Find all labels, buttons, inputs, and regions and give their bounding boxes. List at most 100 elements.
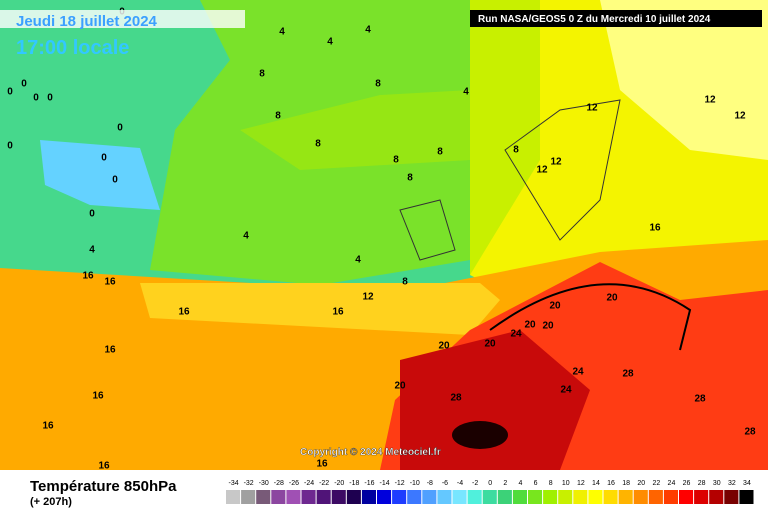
scale-label: -20 [334,480,344,487]
scale-label: 6 [534,480,538,487]
field-lightyellow [600,0,768,160]
scale-swatch [331,490,346,504]
scale-label: 4 [518,480,522,487]
scale-label: -4 [457,480,463,487]
run-info: Run NASA/GEOS5 0 Z du Mercredi 10 juille… [478,14,711,25]
contour-label: 12 [362,292,374,303]
scale-label: 30 [713,480,721,487]
scale-label: -12 [395,480,405,487]
contour-labels: 0000000000444444488888888812121212121216… [7,7,756,472]
scale-swatch [301,490,316,504]
contour-label: 24 [572,367,584,378]
field-lightorange [140,283,500,335]
coastline [399,99,621,261]
scale-swatch [528,490,543,504]
scale-swatch [407,490,422,504]
scale-swatch [482,490,497,504]
contour-label: 4 [327,37,333,48]
scale-swatch [633,490,648,504]
field-black [452,421,508,449]
scale-swatch [361,490,376,504]
contour-label: 16 [316,459,328,470]
contour-label: 28 [450,393,462,404]
contour-label: 0 [117,123,123,134]
scale-label: 10 [562,480,570,487]
scale-swatch [679,490,694,504]
contour-label: 4 [463,87,469,98]
scale-swatch [256,490,271,504]
scale-swatch [392,490,407,504]
contour-label: 28 [744,427,756,438]
contour-label: 16 [82,271,94,282]
scale-swatch [603,490,618,504]
scale-label: 12 [577,480,585,487]
date-bar [0,10,245,28]
contour-label: 0 [7,141,13,152]
scale-label: 34 [743,480,751,487]
contour-label: 8 [375,79,381,90]
contour-label: 16 [104,277,116,288]
field-green-light [240,90,470,170]
contour-label: 12 [536,165,548,176]
scale-swatch [241,490,256,504]
contour-label: 0 [89,209,95,220]
contour-label: 4 [89,245,95,256]
scale-swatch [588,490,603,504]
contour-label: 20 [438,341,450,352]
scale-label: -22 [319,480,329,487]
scale-label: -2 [472,480,478,487]
scale-swatch [648,490,663,504]
contour-label: 28 [694,394,706,405]
contour-label: 4 [243,231,249,242]
scale-swatch [286,490,301,504]
scale-swatch [497,490,512,504]
contour-label: 0 [33,93,39,104]
scale-swatch [377,490,392,504]
footer-title: Température 850hPa [30,478,177,495]
contour-label: 0 [21,79,27,90]
scale-swatch [271,490,286,504]
scale-label: -18 [349,480,359,487]
scale-label: 0 [488,480,492,487]
time: 17:00 locale [16,37,129,59]
scale-label: 28 [698,480,706,487]
scale-swatch [558,490,573,504]
contour-label: 16 [98,461,110,472]
contour-label: 16 [178,307,190,318]
contour-label: 4 [279,27,285,38]
contour-label: 8 [275,111,281,122]
contour-label: 16 [332,307,344,318]
scale-swatch [422,490,437,504]
contour-label: 0 [112,175,118,186]
color-scale: -34 -32 -30 -28 -26 -24 -22 -20 -18 -16 -14 -12 -10-… [226,480,754,504]
contour-label: 24 [560,385,572,396]
scale-label: -10 [410,480,420,487]
scale-swatch [709,490,724,504]
contour-label: 16 [92,391,104,402]
contour-label: 8 [259,69,265,80]
map: 0000000000444444488888888812121212121216… [0,0,768,472]
scale-swatch [618,490,633,504]
contour-label: 12 [734,111,746,122]
scale-swatch [346,490,361,504]
scale-label: -32 [244,480,254,487]
scale-label: -6 [442,480,448,487]
contour-label: 16 [42,421,54,432]
contour-label: 16 [649,223,661,234]
scale-label: 16 [607,480,615,487]
scale-swatch [467,490,482,504]
scale-label: 18 [622,480,630,487]
scale-swatch [573,490,588,504]
contour-label: 20 [524,320,536,331]
scale-label: 26 [683,480,691,487]
contour-label: 8 [393,155,399,166]
contour-label: 20 [484,339,496,350]
scale-label: 24 [668,480,676,487]
footer-lead: (+ 207h) [30,496,72,508]
scale-label: -14 [379,480,389,487]
scale-label: -34 [228,480,238,487]
copyright: Copyright © 2024 Meteociel.fr [300,447,441,458]
contour-label: 4 [365,25,371,36]
contour-label: 8 [315,139,321,150]
